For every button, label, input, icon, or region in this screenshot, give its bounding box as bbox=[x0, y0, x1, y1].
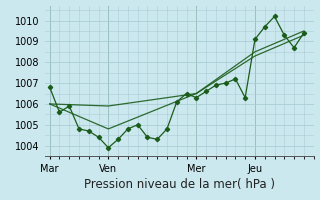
X-axis label: Pression niveau de la mer( hPa ): Pression niveau de la mer( hPa ) bbox=[84, 178, 275, 191]
